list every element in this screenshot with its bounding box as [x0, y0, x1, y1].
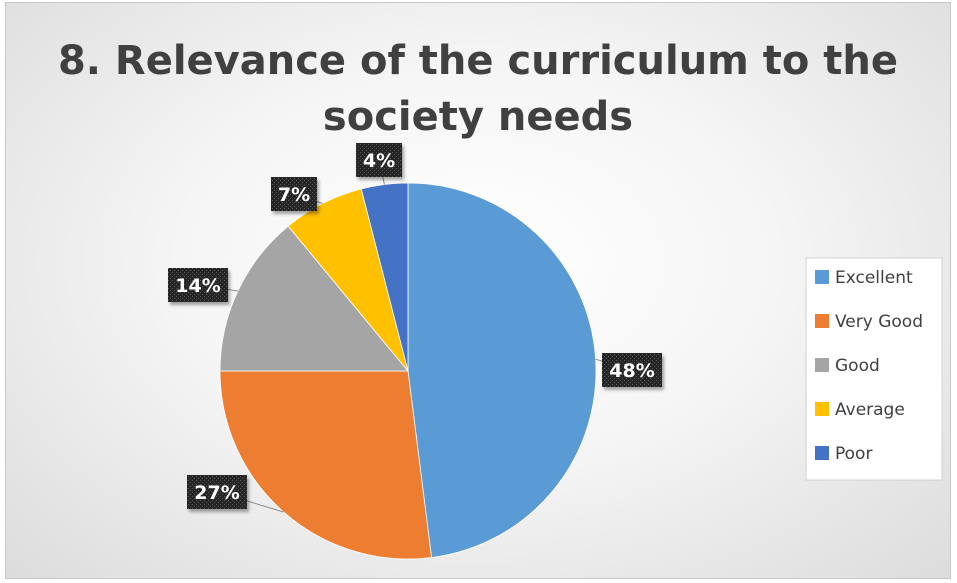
legend-label-good: Good	[835, 356, 880, 376]
legend-swatch-poor	[815, 446, 829, 460]
pie-slices	[219, 182, 597, 560]
pie-slice-poor	[360, 182, 409, 372]
legend-swatch-very-good	[815, 314, 829, 328]
data-label-excellent: 48%	[609, 360, 654, 382]
data-label-box-average	[271, 177, 317, 211]
data-labels: 48% 27% 14% 7% 4%	[168, 143, 662, 509]
pie-slice-excellent	[407, 182, 597, 558]
legend-label-very-good: Very Good	[835, 312, 923, 332]
data-label-good: 14%	[175, 275, 220, 297]
legend-swatch-good	[815, 358, 829, 372]
data-label-box-good	[168, 268, 228, 302]
data-label-poor: 4%	[363, 150, 395, 172]
legend: Excellent Very Good Good Average Poor	[805, 257, 943, 481]
chart-title-line-2: society needs	[322, 94, 634, 140]
pie-slice-good	[219, 225, 409, 372]
chart-title-line-1: 8. Relevance of the curriculum to the	[57, 38, 899, 84]
legend-label-excellent: Excellent	[835, 268, 913, 288]
legend-label-average: Average	[835, 400, 905, 420]
data-label-very-good: 27%	[194, 482, 239, 504]
legend-swatch-average	[815, 402, 829, 416]
data-label-box-very-good	[187, 475, 247, 509]
data-label-box-excellent	[602, 353, 662, 387]
data-label-box-poor	[356, 143, 402, 177]
pie-slice-very-good	[219, 370, 433, 560]
legend-swatch-excellent	[815, 270, 829, 284]
legend-label-poor: Poor	[835, 444, 872, 464]
chart-title: 8. Relevance of the curriculum to the so…	[6, 33, 950, 145]
data-label-average: 7%	[278, 184, 310, 206]
